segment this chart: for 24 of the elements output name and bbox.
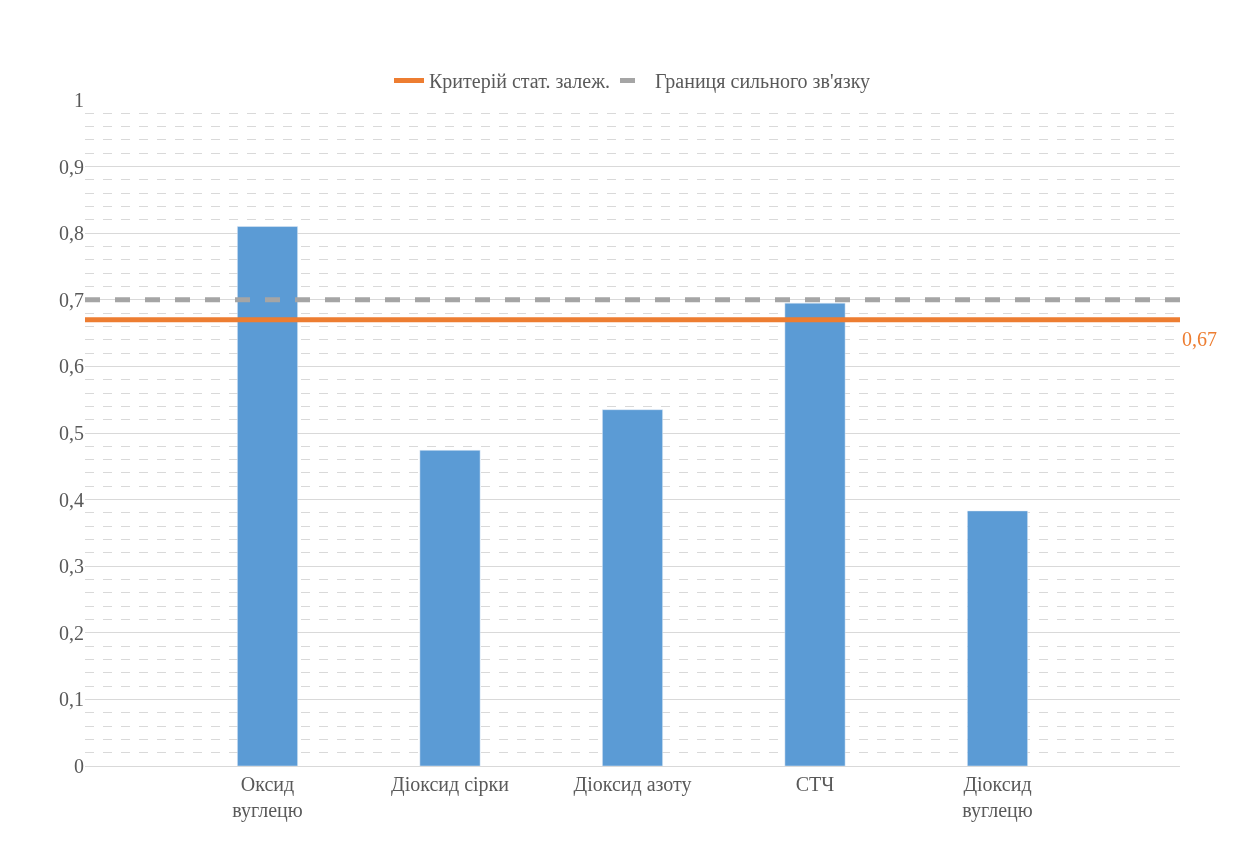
y-tick-label: 0,1 (59, 688, 84, 711)
bar (419, 450, 481, 766)
x-tick-label: Діоксид азоту (573, 773, 692, 796)
y-tick-label: 0 (74, 755, 84, 777)
bar (784, 302, 846, 766)
y-tick-label: 0,5 (59, 422, 84, 444)
y-tick-label: 0,7 (59, 288, 84, 311)
y-tick-label: 0,2 (59, 621, 84, 644)
y-tick-label: 0,6 (59, 355, 84, 378)
y-tick-label: 0,3 (59, 555, 84, 578)
x-tick-label: Діоксид вуглецю (962, 773, 1033, 822)
y-tick-label: 0,4 (59, 488, 84, 511)
y-tick-label: 0,8 (59, 222, 84, 245)
x-tick-label: СТЧ (795, 773, 835, 795)
x-tick-label: Діоксид сірки (390, 773, 510, 796)
y-tick-label: 0,9 (59, 155, 84, 178)
legend-label: Границя сильного зв'язку (655, 70, 871, 94)
bar (967, 510, 1028, 766)
legend-label: Критерій стат. залеж. (429, 70, 611, 94)
text: 0,67 (1182, 328, 1217, 350)
x-tick-label: Оксид вуглецю (232, 773, 303, 822)
y-tick-label: 1 (74, 89, 84, 111)
bar (602, 409, 663, 766)
bar (237, 226, 298, 766)
